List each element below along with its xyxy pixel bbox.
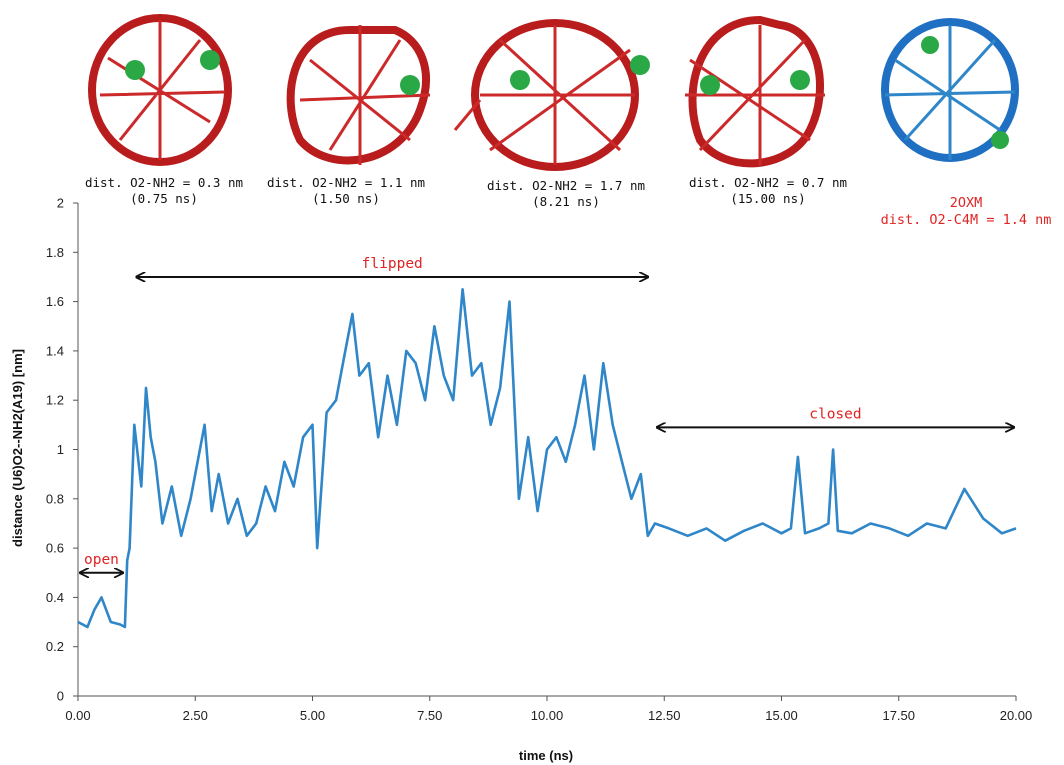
y-tick-label: 0.2 [46,639,64,654]
region-annotations: open flipped closed [80,256,1014,573]
caption-3-line2: (8.21 ns) [532,194,600,209]
caption-1-line1: dist. O2-NH2 = 0.3 nm [85,175,243,190]
x-tick-label: 10.00 [531,708,564,723]
structure-image-2 [286,25,431,165]
x-tick-label: 0.00 [65,708,90,723]
y-tick-label: 0.4 [46,590,64,605]
y-tick-label: 2 [57,196,64,211]
x-tick-label: 17.50 [882,708,915,723]
structure-image-3 [453,19,650,171]
caption-3-line1: dist. O2-NH2 = 1.7 nm [487,178,645,193]
y-tick-label: 1.6 [46,294,64,309]
y-tick-label: 0.6 [46,541,64,556]
region-label-open: open [84,552,119,568]
x-tick-label: 2.50 [183,708,208,723]
axes [73,202,1017,701]
structure-image-4 [685,15,825,168]
x-tick-label: 20.00 [1000,708,1033,723]
caption-4-line1: dist. O2-NH2 = 0.7 nm [689,175,847,190]
x-axis-label: time (ns) [519,748,573,763]
y-tick-label: 1.2 [46,393,64,408]
y-tick-label: 0 [57,689,64,704]
y-tick-label: 1.8 [46,245,64,260]
y-tick-label: 0.8 [46,491,64,506]
y-tick-label: 1 [57,442,64,457]
caption-2-line2: (1.50 ns) [312,191,380,206]
tick-labels: 0.00 2.50 5.00 7.50 10.00 12.50 15.00 17.50 20.0… [46,196,1032,724]
series-line [77,287,1017,629]
series [77,287,1017,629]
structure-image-5 [881,18,1019,162]
y-axis-label: distance (U6)O2--NH2(A19) [nm] [10,349,25,547]
caption-1-line2: (0.75 ns) [130,191,198,206]
caption-4-line2: (15.00 ns) [730,191,805,206]
y-tick-label: 1.4 [46,343,64,358]
x-tick-label: 7.50 [417,708,442,723]
caption-5-line1: 2OXM [950,195,983,211]
x-tick-label: 15.00 [765,708,798,723]
structure-image-1 [88,14,232,166]
ligand-1 [125,60,145,80]
caption-5-line2: dist. O2-C4M = 1.4 nm [881,212,1052,228]
region-label-flipped: flipped [362,256,423,272]
x-tick-label: 5.00 [300,708,325,723]
region-label-closed: closed [809,406,861,422]
x-tick-label: 12.50 [648,708,681,723]
structure-captions: dist. O2-NH2 = 0.3 nm (0.75 ns) dist. O2… [85,175,1051,228]
caption-2-line1: dist. O2-NH2 = 1.1 nm [267,175,425,190]
structure-images [88,14,1019,171]
